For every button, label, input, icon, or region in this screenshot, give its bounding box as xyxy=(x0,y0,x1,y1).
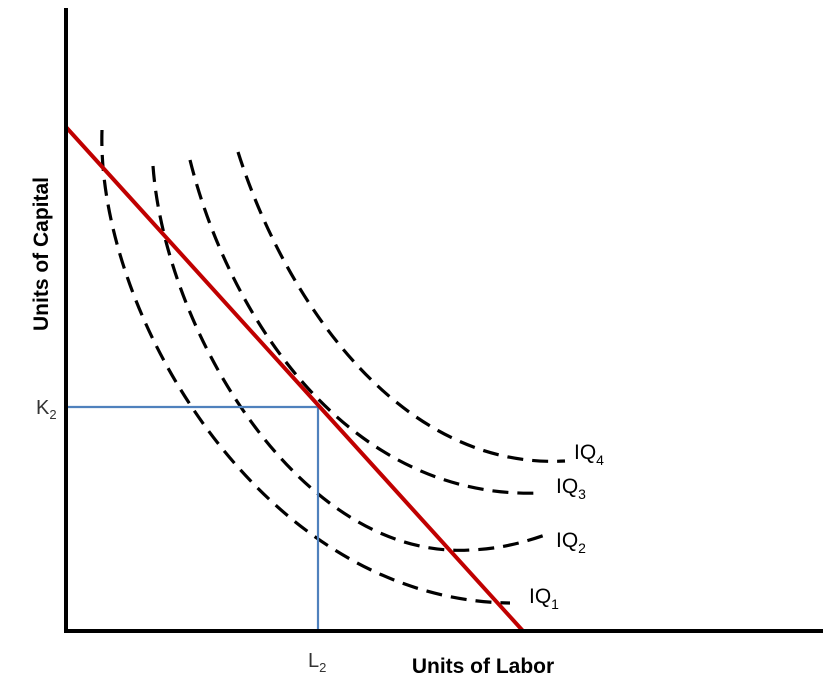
isoquant-curve-1 xyxy=(100,129,511,605)
isoquant-label-2-main: IQ xyxy=(556,529,578,552)
isoquant-label-3: IQ3 xyxy=(556,475,586,502)
isocost-line xyxy=(64,125,525,633)
isoquant-label-4: IQ4 xyxy=(574,441,604,468)
y-axis-title: Units of Capital xyxy=(30,177,53,331)
isoquant-label-2: IQ2 xyxy=(556,529,586,556)
l2-tick-main: L xyxy=(308,650,319,672)
isoquant-curve-2 xyxy=(151,165,546,552)
isoquant-label-4-sub: 4 xyxy=(596,452,604,468)
k2-tick-main: K xyxy=(36,397,50,419)
isoquant-label-3-sub: 3 xyxy=(578,486,586,502)
isoquant-label-1-main: IQ xyxy=(529,585,551,608)
isoquant-label-1: IQ1 xyxy=(529,585,559,612)
x-axis-title: Units of Labor xyxy=(412,655,554,678)
isoquant-label-4-main: IQ xyxy=(574,441,596,464)
k2-tick-label: K2 xyxy=(36,397,57,422)
l2-tick-sub: 2 xyxy=(319,660,326,675)
isoquant-label-1-sub: 1 xyxy=(551,596,559,612)
isoquant-label-2-sub: 2 xyxy=(578,540,586,556)
k2-tick-sub: 2 xyxy=(49,407,56,422)
isoquant-curve-4 xyxy=(236,151,566,463)
l2-tick-label: L2 xyxy=(308,650,326,675)
isoquant-label-3-main: IQ xyxy=(556,475,578,498)
isoquant-curve-3 xyxy=(188,159,541,495)
